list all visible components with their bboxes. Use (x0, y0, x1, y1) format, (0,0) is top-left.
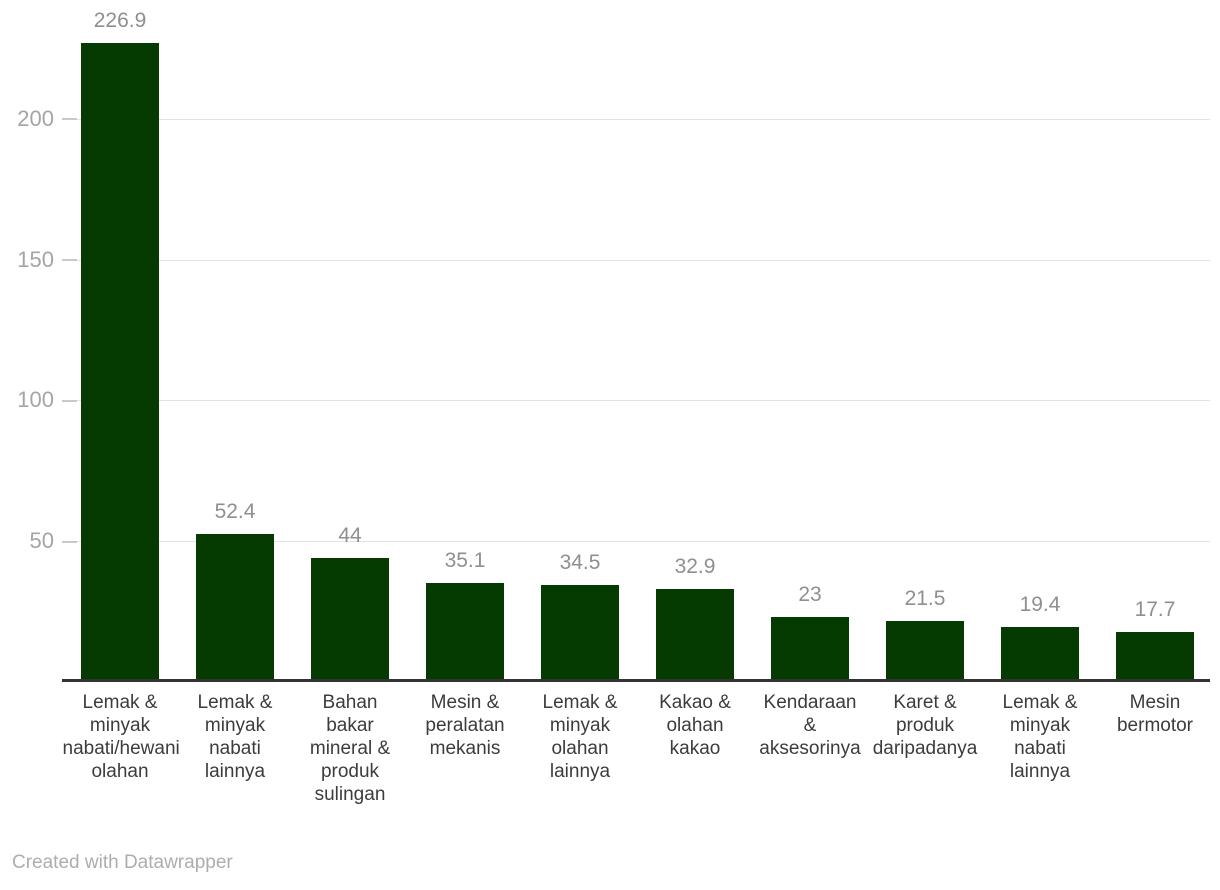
category-label-line: olahan (551, 738, 609, 759)
category-label-line: peralatan (425, 715, 505, 736)
x-axis-line (62, 679, 1210, 682)
bar-value-label: 34.5 (559, 550, 601, 574)
y-axis-tick (62, 540, 77, 543)
category-label-line: Lemak & (542, 692, 618, 713)
category-label: Bahan bakar mineral & produk sulingan (293, 691, 408, 806)
gridline (62, 259, 1210, 261)
datawrapper-attribution-link[interactable]: Created with Datawrapper (12, 852, 233, 873)
category-label-line: Karet & (893, 692, 957, 713)
category-label-line: produk (320, 761, 380, 782)
category-label: Lemak & minyak nabati lainnya (983, 691, 1098, 783)
category-label-line: nabati (1014, 738, 1066, 759)
category-label-line: lainnya (549, 761, 611, 782)
bar-value-label: 44 (338, 524, 362, 548)
category-label-line: minyak (204, 715, 266, 736)
category-label: Lemak & minyak nabati lainnya (178, 691, 293, 783)
category-label-line: nabati/hewani (62, 738, 180, 759)
category-label-line: olahan (666, 715, 724, 736)
category-label: Mesin bermotor (1098, 691, 1213, 737)
bar-value-label: 35.1 (444, 549, 486, 573)
category-label-line: nabati (209, 738, 261, 759)
category-label-line: bakar (326, 715, 374, 736)
category-label-line: daripadanya (872, 738, 978, 759)
y-axis-tick (62, 399, 77, 402)
bar-value-label: 23 (798, 583, 822, 607)
category-label-line: Kakao & (659, 692, 731, 713)
bar-value-label: 52.4 (214, 500, 256, 524)
category-label: Kakao & olahan kakao (638, 691, 753, 760)
category-label-line: Mesin (1129, 692, 1181, 713)
bar (196, 534, 274, 682)
category-label-line: produk (895, 715, 955, 736)
bar (1001, 627, 1079, 682)
bar (656, 589, 734, 682)
y-axis-label: 100 (17, 387, 54, 413)
category-label-line: lainnya (204, 761, 266, 782)
bar (886, 621, 964, 682)
y-axis-tick (62, 259, 77, 262)
category-label-line: & (803, 715, 817, 736)
gridline (62, 400, 1210, 402)
bar-value-label: 32.9 (674, 555, 716, 579)
category-label-line: sulingan (314, 784, 386, 805)
bar-value-label: 17.7 (1134, 598, 1176, 622)
y-axis-tick (62, 118, 77, 121)
category-label-line: mineral & (309, 738, 391, 759)
category-label-line: mekanis (429, 738, 501, 759)
category-label-line: bermotor (1116, 715, 1194, 736)
category-label-line: Lemak & (1002, 692, 1078, 713)
category-label-line: Lemak & (197, 692, 273, 713)
bar (81, 43, 159, 682)
category-label-line: Lemak & (82, 692, 158, 713)
category-label-line: Bahan (322, 692, 378, 713)
category-label: Kendaraan & aksesorinya (753, 691, 868, 760)
bar (426, 583, 504, 682)
bar-value-label: 226.9 (93, 9, 147, 33)
category-label-line: minyak (549, 715, 611, 736)
category-label-line: Kendaraan (763, 692, 857, 713)
bar (771, 617, 849, 682)
category-label-line: lainnya (1009, 761, 1071, 782)
bar-value-label: 19.4 (1019, 593, 1061, 617)
bar (541, 584, 619, 682)
bar (311, 558, 389, 682)
category-label: Lemak & minyak olahan lainnya (523, 691, 638, 783)
bar-value-label: 21.5 (904, 587, 946, 611)
y-axis-label: 150 (17, 246, 54, 272)
category-label-line: kakao (669, 738, 721, 759)
gridline (62, 541, 1210, 543)
category-label: Karet & produk daripadanya (868, 691, 983, 760)
category-label-line: aksesorinya (759, 738, 861, 759)
category-label-line: Mesin & (430, 692, 500, 713)
bar (1116, 632, 1194, 682)
category-label-line: olahan (91, 761, 149, 782)
category-label-line: minyak (1009, 715, 1071, 736)
y-axis-label: 50 (29, 528, 54, 554)
category-label: Mesin & peralatan mekanis (408, 691, 523, 760)
gridline (62, 118, 1210, 120)
category-label-line: minyak (89, 715, 151, 736)
category-label: Lemak & minyak nabati/hewani olahan (62, 691, 180, 783)
y-axis-label: 200 (17, 105, 54, 131)
